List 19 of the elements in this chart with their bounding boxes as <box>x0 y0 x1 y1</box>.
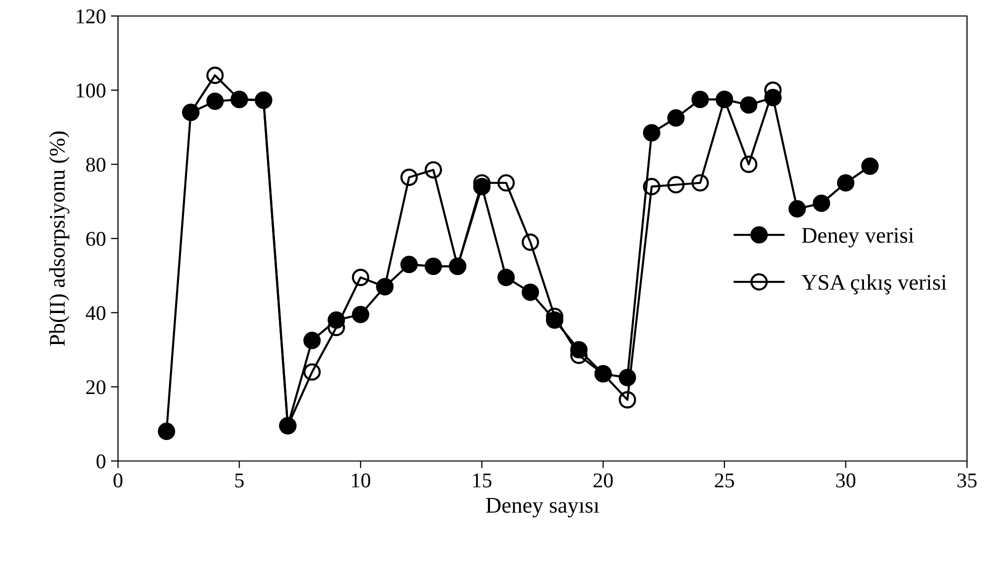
y-tick-label: 80 <box>86 158 106 172</box>
x-tick-label: 5 <box>235 474 244 488</box>
x-tick-label: 15 <box>473 474 492 488</box>
y-tick-label: 120 <box>76 9 106 24</box>
x-axis-title: Deney sayısı <box>486 498 600 518</box>
x-tick-label: 20 <box>594 473 613 488</box>
x-tick-label: 25 <box>714 473 734 488</box>
y-tick-label: 60 <box>86 232 106 246</box>
x-tick-label: 10 <box>352 473 370 488</box>
legend-label: Deney verisi <box>802 228 914 248</box>
y-tick-label: 40 <box>86 306 106 320</box>
y-axis-title: Pb(II) adsorpsiyonu (%) <box>49 131 70 346</box>
x-tick-label: 35 <box>958 473 977 488</box>
x-tick-label: 30 <box>836 473 856 488</box>
legend-label: YSA çıkış verisi <box>802 274 947 294</box>
y-tick-label: 100 <box>76 84 106 98</box>
y-tick-label: 0 <box>96 454 106 468</box>
y-tick-label: 20 <box>86 380 106 394</box>
x-tick-label: 0 <box>114 473 122 488</box>
